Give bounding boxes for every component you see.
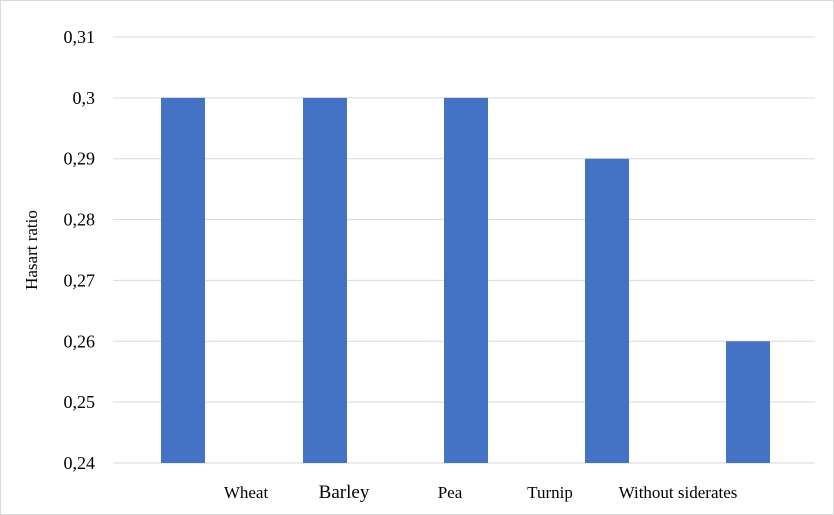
bars [161, 97, 770, 463]
y-axis-title: Hasart ratio [22, 210, 41, 290]
x-category-labels: Wheat Barley Pea Turnip Without siderates [224, 482, 738, 503]
y-tick-label: 0,3 [73, 88, 96, 108]
y-tick-label: 0,28 [64, 210, 96, 230]
y-tick-label: 0,26 [64, 331, 96, 351]
bar [726, 341, 770, 463]
bar [161, 97, 205, 463]
bar [585, 158, 629, 463]
y-tick-label: 0,25 [64, 392, 96, 412]
y-tick-label: 0,29 [64, 149, 96, 169]
x-category-label: Pea [438, 483, 463, 502]
x-category-label: Turnip [527, 483, 573, 502]
x-category-label: Without siderates [619, 483, 738, 502]
x-category-label: Wheat [224, 483, 269, 502]
x-category-label: Barley [319, 482, 370, 503]
y-tick-label: 0,24 [64, 453, 96, 473]
bar [444, 97, 488, 463]
y-tick-label: 0,31 [64, 27, 96, 47]
bar [303, 97, 347, 463]
y-tick-label: 0,27 [64, 270, 96, 290]
y-tick-labels: 0,24 0,25 0,26 0,27 0,28 0,29 0,3 0,31 [64, 27, 96, 473]
